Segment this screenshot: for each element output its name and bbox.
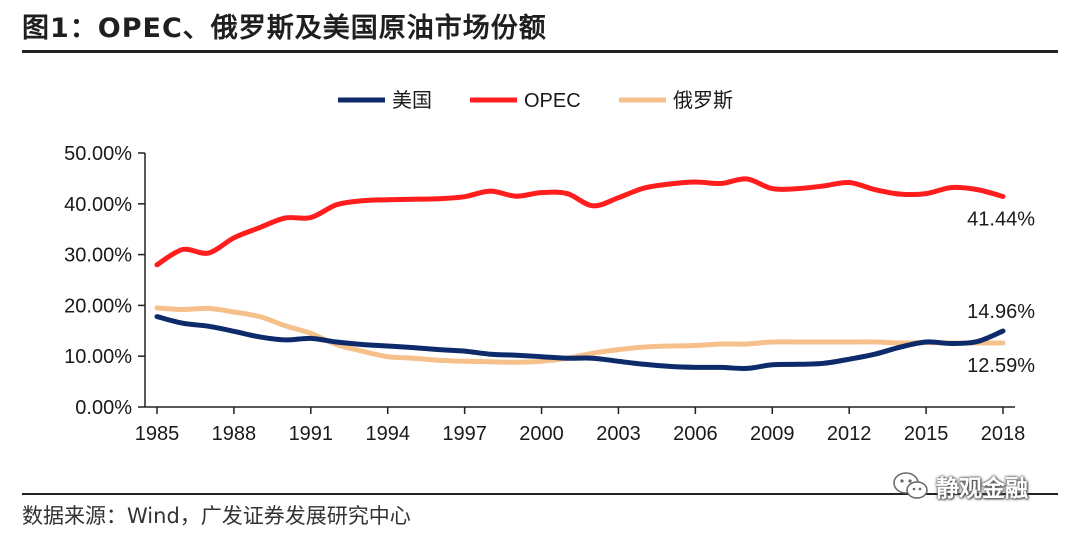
- x-tick-label: 2000: [519, 423, 564, 445]
- y-tick-label: 50.00%: [64, 143, 132, 165]
- watermark: 静观金融: [892, 464, 1028, 508]
- y-tick-label: 30.00%: [64, 245, 132, 267]
- x-tick-label: 2015: [904, 423, 949, 445]
- x-axis: 1985 1988 1991 1994 1997 2000 2003 2006 2009 2012…: [135, 406, 1026, 445]
- source-note: 数据来源：Wind，广发证券发展研究中心: [22, 504, 411, 528]
- series-line-opec: [154, 176, 1006, 268]
- legend: 美国 OPEC 俄罗斯: [338, 89, 733, 112]
- x-tick-label: 2003: [596, 423, 641, 445]
- y-tick-label: 0.00%: [75, 397, 132, 419]
- y-tick-label: 40.00%: [64, 194, 132, 216]
- y-axis: 0.00% 10.00% 20.00% 30.00% 40.00% 50.00%: [64, 143, 146, 419]
- series-line-usa: [154, 314, 1006, 371]
- y-tick-label: 20.00%: [64, 295, 132, 317]
- x-tick-label: 1994: [365, 423, 410, 445]
- legend-label-russia: 俄罗斯: [673, 89, 733, 112]
- legend-label-usa: 美国: [392, 89, 432, 112]
- x-tick-label: 2006: [673, 423, 718, 445]
- footer-rule: [22, 493, 1058, 495]
- title-underline: [22, 50, 1058, 53]
- line-chart: 美国 OPEC 俄罗斯 0.00% 10.00% 20.00% 30.00% 40.00…: [64, 89, 1035, 445]
- y-tick-label: 10.00%: [64, 346, 132, 368]
- x-tick-label: 1991: [289, 423, 334, 445]
- end-label-opec: 41.44%: [967, 208, 1035, 230]
- end-label-usa: 14.96%: [967, 301, 1035, 323]
- legend-label-opec: OPEC: [524, 90, 581, 112]
- x-tick-label: 1985: [135, 423, 180, 445]
- x-tick-label: 2009: [750, 423, 795, 445]
- end-labels: 41.44% 14.96% 12.59%: [967, 208, 1035, 377]
- end-label-russia: 12.59%: [967, 355, 1035, 377]
- x-tick-label: 1988: [212, 423, 257, 445]
- watermark-text: 静观金融: [936, 476, 1028, 502]
- wechat-icon: [893, 472, 928, 499]
- x-tick-label: 2012: [827, 423, 872, 445]
- series-lines: [154, 176, 1006, 371]
- x-tick-label: 2018: [981, 423, 1026, 445]
- x-tick-label: 1997: [442, 423, 487, 445]
- chart-title: 图1：OPEC、俄罗斯及美国原油市场份额: [22, 13, 547, 44]
